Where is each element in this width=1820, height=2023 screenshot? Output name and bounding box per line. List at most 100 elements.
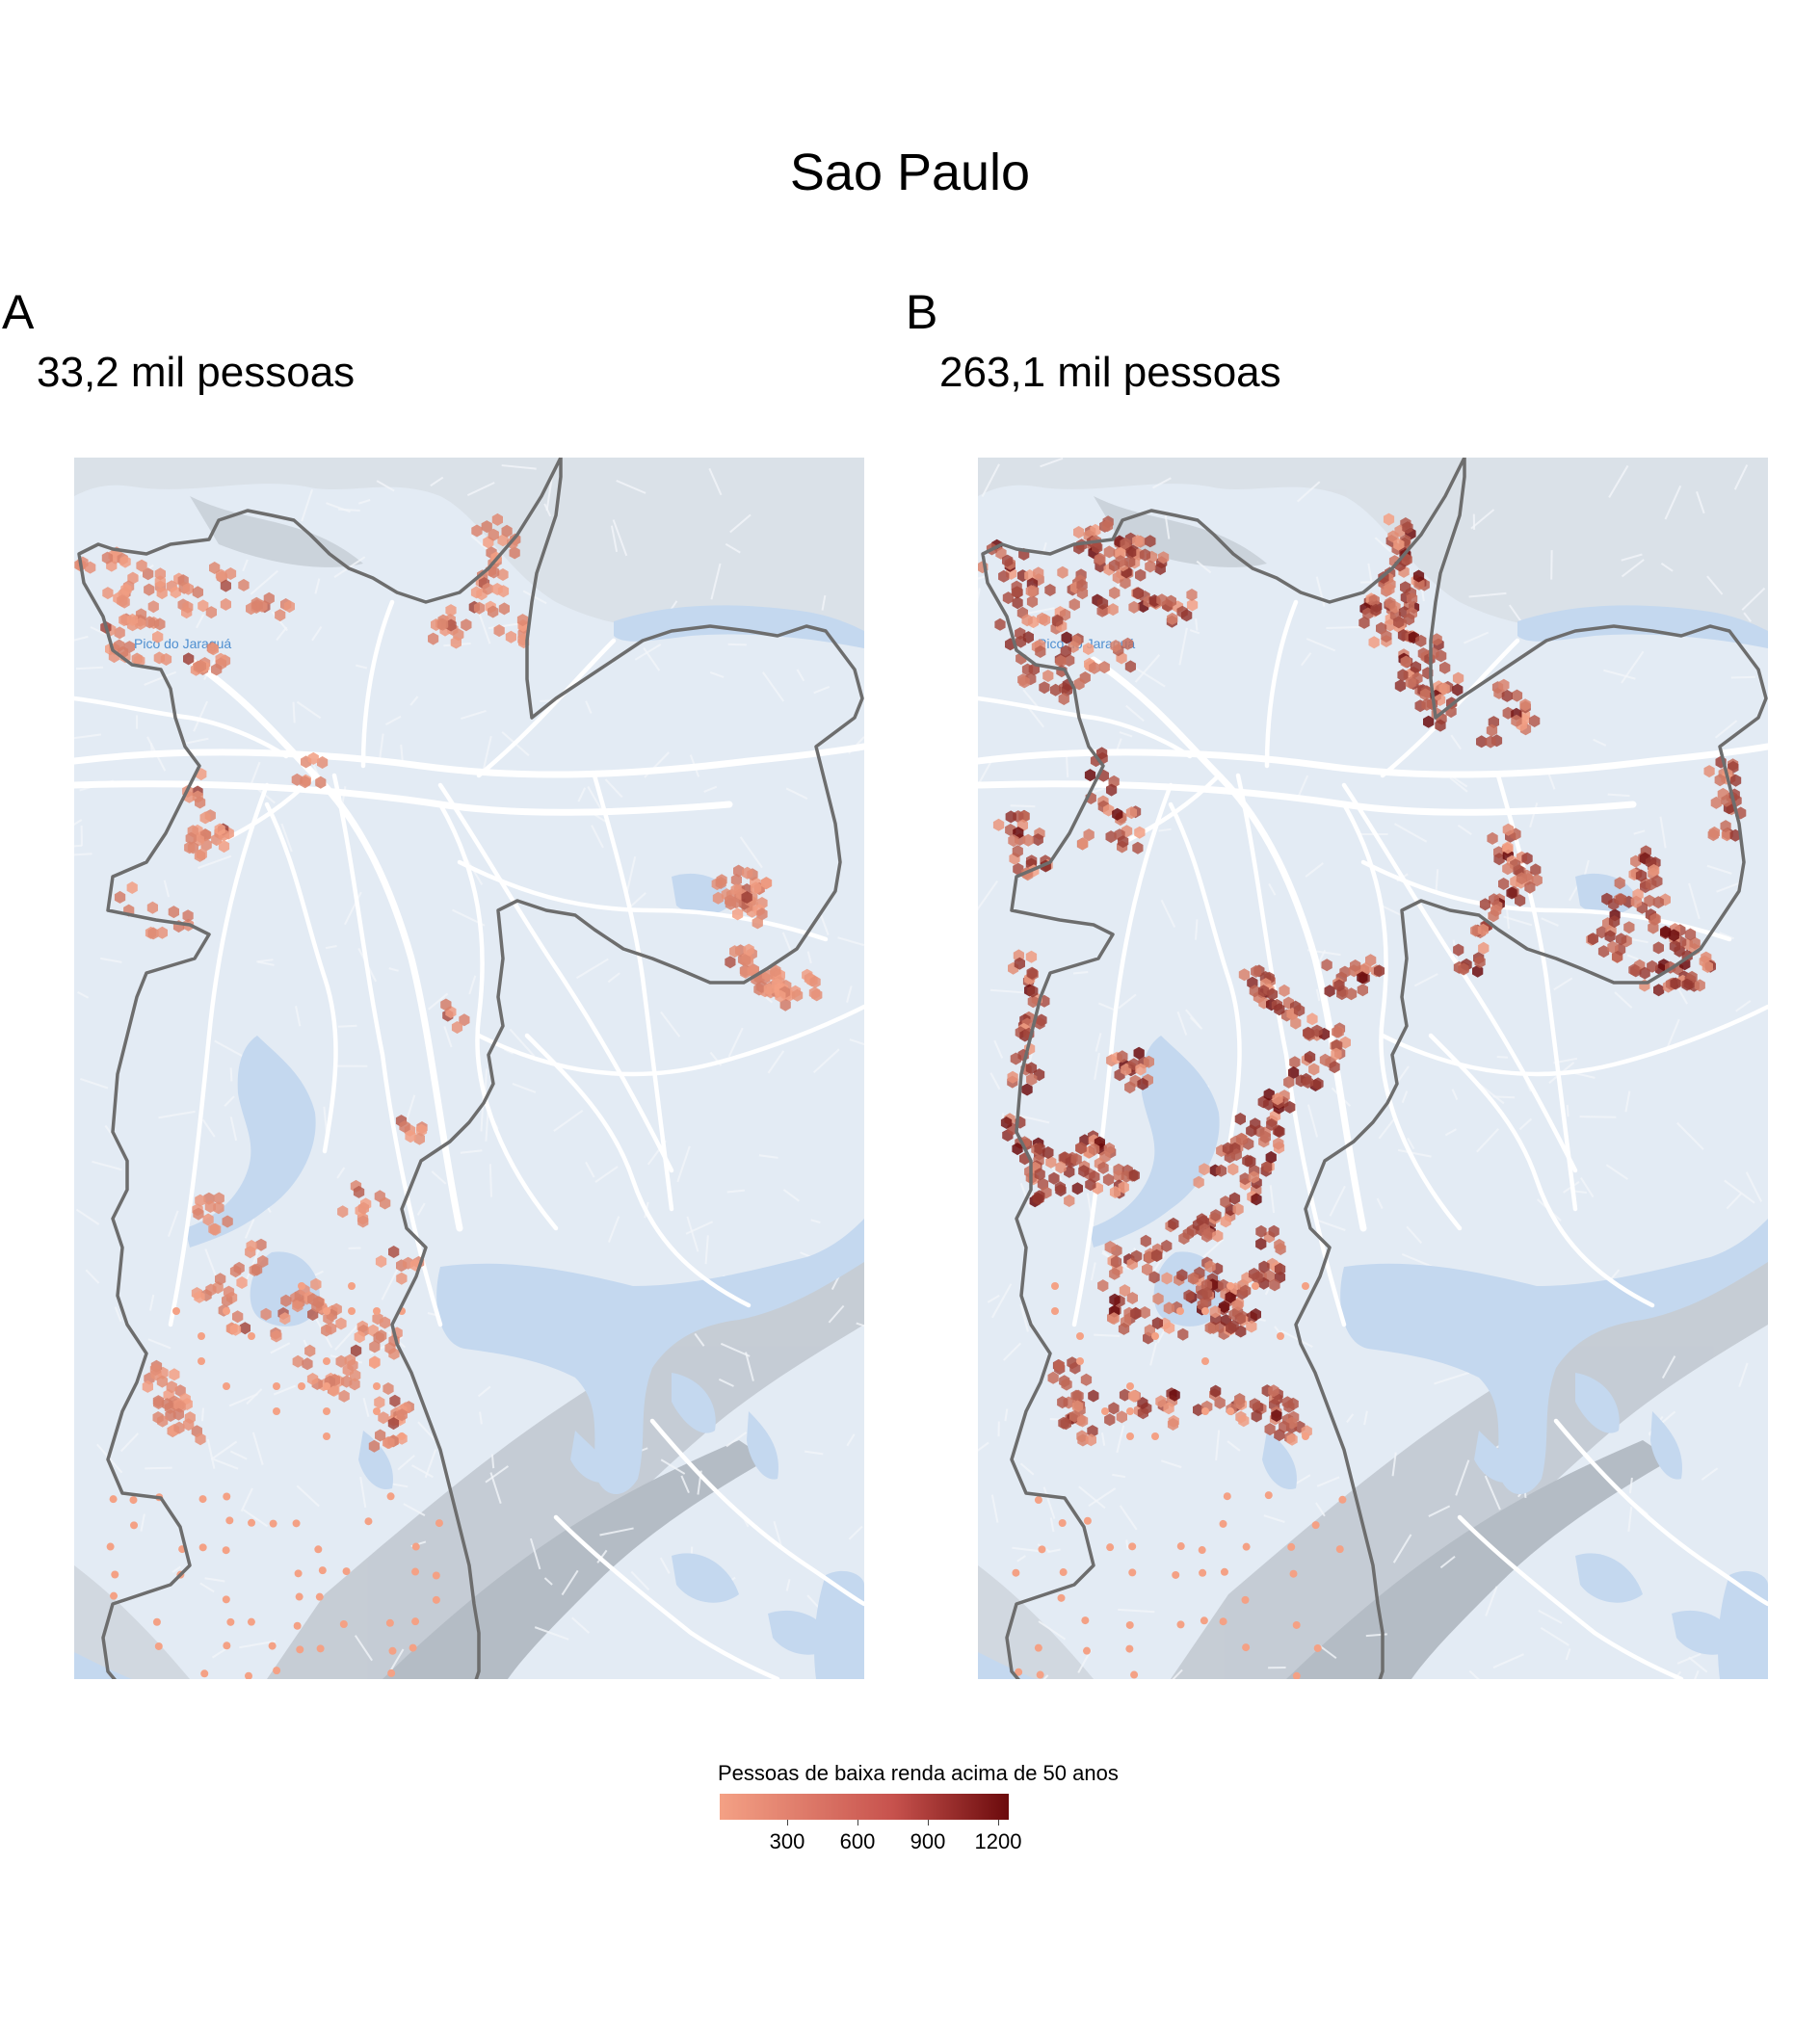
hexbin-cell [1042, 670, 1054, 683]
hexbin-cell [106, 1542, 115, 1551]
hexbin-cell [1384, 583, 1395, 596]
highway [592, 773, 674, 1212]
minor-street [785, 787, 808, 800]
minor-street [745, 1352, 754, 1381]
highway [264, 801, 338, 1154]
hexbin-cell [428, 632, 439, 645]
hexbin-cell [1615, 933, 1627, 946]
highway [553, 1514, 780, 1679]
hexbin-cell [1383, 512, 1395, 526]
hexbin-cell [1230, 1148, 1242, 1162]
minor-street [90, 626, 106, 636]
hexbin-cell [1073, 526, 1085, 539]
hexbin-cell [223, 1492, 231, 1501]
hexbin-cell [1287, 1397, 1299, 1410]
hexbin-cell [1109, 1293, 1121, 1306]
hexbin-cell [1186, 598, 1199, 612]
hexbin-cell [1332, 1038, 1343, 1052]
hexbin-layer [74, 512, 823, 1453]
hexbin-cell [1187, 1272, 1200, 1285]
minor-street [203, 657, 217, 680]
hexbin-cell [1630, 895, 1642, 908]
minor-street [1457, 824, 1472, 836]
hexbin-cell [399, 1120, 410, 1133]
hexbin-cell [1061, 1378, 1072, 1391]
hexbin-cell [1227, 1282, 1234, 1290]
minor-street [200, 1407, 205, 1422]
hexbin-cell [383, 1436, 395, 1449]
minor-street [989, 988, 1024, 994]
minor-street [206, 1438, 216, 1469]
hexbin-cell [716, 874, 727, 887]
highway [331, 773, 443, 1327]
minor-street [75, 666, 104, 670]
hexbin-cell [1176, 1542, 1185, 1551]
minor-street [612, 519, 628, 557]
hexbin-cell [195, 796, 206, 809]
hexbin-cell [338, 1389, 350, 1403]
minor-street [1040, 458, 1064, 468]
hexbin-cell [1311, 1024, 1323, 1038]
hexbin-cell [292, 1300, 303, 1313]
hexbin-cell [245, 1671, 253, 1679]
hexbin-cell [1193, 1175, 1204, 1189]
minor-street [1326, 625, 1363, 629]
hexbin-cell [1116, 1410, 1127, 1424]
minor-street [720, 1342, 751, 1357]
legend-tick-mark [998, 1820, 999, 1826]
hexbin-cell [1055, 654, 1067, 668]
hexbin-cell [114, 626, 125, 640]
hexbin-cell [247, 1617, 255, 1626]
hexbin-cell [236, 1276, 248, 1289]
hexbin-cell [387, 1417, 400, 1431]
municipal-boundary [981, 458, 1768, 1679]
minor-street [99, 957, 122, 963]
minor-street [1401, 1090, 1409, 1104]
hexbin-cell [1228, 1192, 1241, 1205]
minor-street [1196, 560, 1212, 574]
highway [1360, 859, 1732, 942]
hexbin-cell [1210, 1384, 1222, 1398]
hexbin-cell [1720, 820, 1731, 833]
hexbin-cell [204, 1200, 216, 1213]
hexbin-cell [1242, 1542, 1251, 1551]
minor-street [1566, 1104, 1569, 1117]
hexbin-cell [1423, 715, 1435, 728]
minor-street [1019, 1303, 1029, 1332]
hexbin-cell [1502, 841, 1514, 854]
hexbin-cell [743, 943, 754, 957]
hexbin-cell [1119, 1284, 1131, 1298]
hexbin-cell [295, 1592, 303, 1601]
hexbin-cell [1109, 1267, 1121, 1280]
minor-street [403, 1503, 426, 1516]
hexbin-cell [1415, 634, 1427, 647]
minor-street [812, 1048, 840, 1074]
minor-street [804, 1450, 824, 1456]
hexbin-cell [152, 630, 164, 644]
hexbin-cell [168, 906, 179, 919]
hexbin-cell [307, 751, 319, 765]
hexbin-cell [1231, 1299, 1243, 1312]
hexbin-cell [1133, 1046, 1145, 1060]
figure-title: Sao Paulo [789, 144, 1031, 201]
hexbin-cell [1124, 555, 1136, 568]
hexbin-cell [1397, 669, 1409, 682]
hexbin-cell [1248, 1170, 1259, 1184]
minor-street [74, 733, 101, 740]
minor-street [782, 1189, 800, 1202]
hexbin-cell [1130, 1670, 1139, 1679]
minor-street [685, 1221, 714, 1235]
hexbin-cell [461, 618, 472, 632]
hexbin-cell [144, 583, 155, 596]
hexbin-cell [1203, 1226, 1215, 1240]
hexbin-cell [756, 907, 768, 921]
hexbin-cell [1452, 671, 1464, 685]
minor-street [244, 1219, 255, 1239]
hexbin-cell [1302, 1075, 1313, 1089]
hexbin-cell [1308, 1063, 1320, 1076]
hexbin-cell [1026, 595, 1039, 608]
minor-street [643, 646, 661, 671]
hexbin-cell [1072, 1389, 1084, 1403]
hexbin-cell [1498, 878, 1510, 890]
hexbin-cell [1410, 661, 1422, 674]
